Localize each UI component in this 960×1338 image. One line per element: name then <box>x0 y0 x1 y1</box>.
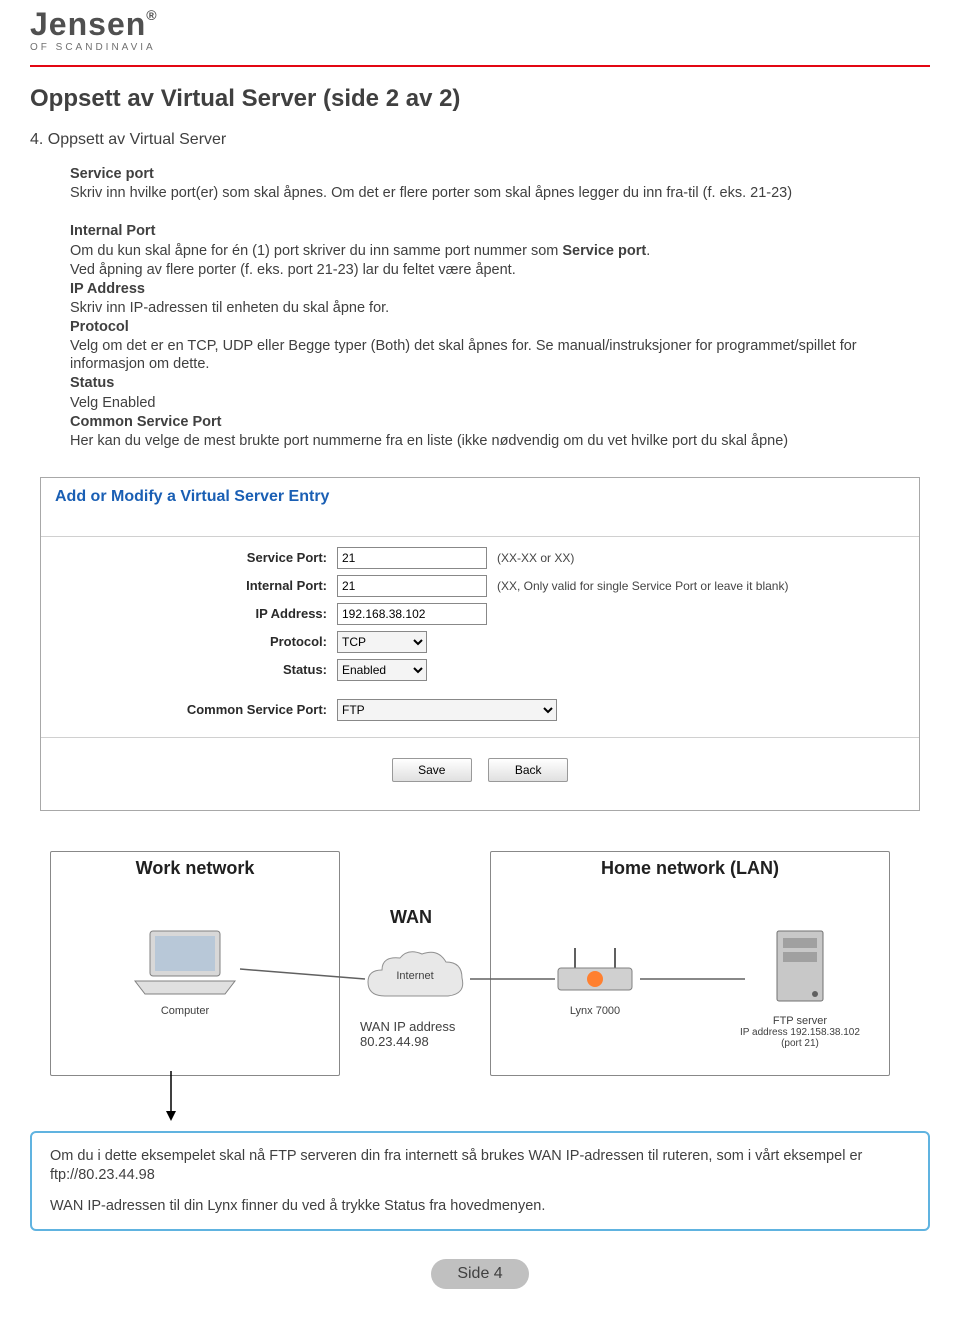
label-ip-address: IP Address: <box>57 606 337 621</box>
form-buttons: Save Back <box>41 737 919 810</box>
internal-port-text2: Ved åpning av flere porter (f. eks. port… <box>70 261 920 279</box>
row-service-port: Service Port: (XX-XX or XX) <box>57 547 903 569</box>
row-ip-address: IP Address: <box>57 603 903 625</box>
virtual-server-form: Add or Modify a Virtual Server Entry Ser… <box>40 477 920 811</box>
select-protocol[interactable]: TCP <box>337 631 427 653</box>
arrow-down-icon <box>170 1071 172 1119</box>
hint-service-port: (XX-XX or XX) <box>497 551 574 565</box>
page-number: Side 4 <box>431 1259 528 1289</box>
label-protocol: Protocol: <box>57 634 337 649</box>
label-status: Status: <box>57 662 337 677</box>
panel-title: Add or Modify a Virtual Server Entry <box>41 478 919 537</box>
ip-text: Skriv inn IP-adressen til enheten du ska… <box>70 299 920 317</box>
row-internal-port: Internal Port: (XX, Only valid for singl… <box>57 575 903 597</box>
router-label: Lynx 7000 <box>550 1005 640 1017</box>
row-status: Status: Enabled <box>57 659 903 681</box>
save-button[interactable]: Save <box>392 758 472 782</box>
label-internal-port: Internal Port: <box>57 578 337 593</box>
label-service-port: Service Port: <box>57 550 337 565</box>
row-common-port: Common Service Port: FTP <box>57 699 903 721</box>
back-button[interactable]: Back <box>488 758 568 782</box>
internal-port-text1: Om du kun skal åpne for én (1) port skri… <box>70 242 920 260</box>
footer: Side 4 <box>0 1259 960 1309</box>
logo: Jensen® OF SCANDINAVIA <box>30 8 158 53</box>
service-port-heading: Service port <box>70 165 920 183</box>
protocol-heading: Protocol <box>70 318 920 336</box>
computer-icon: Computer <box>125 926 245 1017</box>
ftp-label: FTP server <box>740 1015 860 1027</box>
logo-subtext: OF SCANDINAVIA <box>30 42 158 53</box>
wan-ip-text: WAN IP address 80.23.44.98 <box>360 1019 455 1050</box>
input-ip-address[interactable] <box>337 603 487 625</box>
home-network-title: Home network (LAN) <box>491 858 889 879</box>
status-text: Velg Enabled <box>70 394 920 412</box>
input-service-port[interactable] <box>337 547 487 569</box>
instruction-block: Service port Skriv inn hvilke port(er) s… <box>70 165 920 450</box>
work-network-title: Work network <box>51 858 339 879</box>
logo-text: Jensen® <box>30 8 158 40</box>
protocol-text: Velg om det er en TCP, UDP eller Begge t… <box>70 337 920 373</box>
cloud-icon: Internet <box>360 946 470 1011</box>
computer-label: Computer <box>125 1005 245 1017</box>
internal-port-heading: Internal Port <box>70 222 920 240</box>
service-port-text: Skriv inn hvilke port(er) som skal åpnes… <box>70 184 920 202</box>
step-heading: 4. Oppsett av Virtual Server <box>30 131 930 149</box>
common-text: Her kan du velge de mest brukte port num… <box>70 432 920 450</box>
ip-heading: IP Address <box>70 280 920 298</box>
row-protocol: Protocol: TCP <box>57 631 903 653</box>
input-internal-port[interactable] <box>337 575 487 597</box>
network-diagram: Work network Home network (LAN) WAN Inte… <box>30 851 930 1121</box>
cloud-text: Internet <box>360 970 470 982</box>
page-title: Oppsett av Virtual Server (side 2 av 2) <box>30 85 930 113</box>
ftp-server-icon: FTP server IP address 192.158.38.102 (po… <box>740 926 860 1050</box>
wan-label: WAN <box>390 907 432 928</box>
hint-internal-port: (XX, Only valid for single Service Port … <box>497 579 788 593</box>
info-p1: Om du i dette eksempelet skal nå FTP ser… <box>50 1147 910 1185</box>
ftp-sub2: (port 21) <box>740 1038 860 1050</box>
ftp-sub1: IP address 192.158.38.102 <box>740 1027 860 1039</box>
info-callout: Om du i dette eksempelet skal nå FTP ser… <box>30 1131 930 1232</box>
select-common-port[interactable]: FTP <box>337 699 557 721</box>
page-content: Oppsett av Virtual Server (side 2 av 2) … <box>0 67 960 461</box>
info-p2: WAN IP-adressen til din Lynx finner du v… <box>50 1197 910 1216</box>
label-common-port: Common Service Port: <box>57 702 337 717</box>
select-status[interactable]: Enabled <box>337 659 427 681</box>
form-body: Service Port: (XX-XX or XX) Internal Por… <box>41 537 919 737</box>
header: Jensen® OF SCANDINAVIA <box>0 0 960 59</box>
router-icon: Lynx 7000 <box>550 946 640 1017</box>
common-heading: Common Service Port <box>70 413 920 431</box>
status-heading: Status <box>70 374 920 392</box>
